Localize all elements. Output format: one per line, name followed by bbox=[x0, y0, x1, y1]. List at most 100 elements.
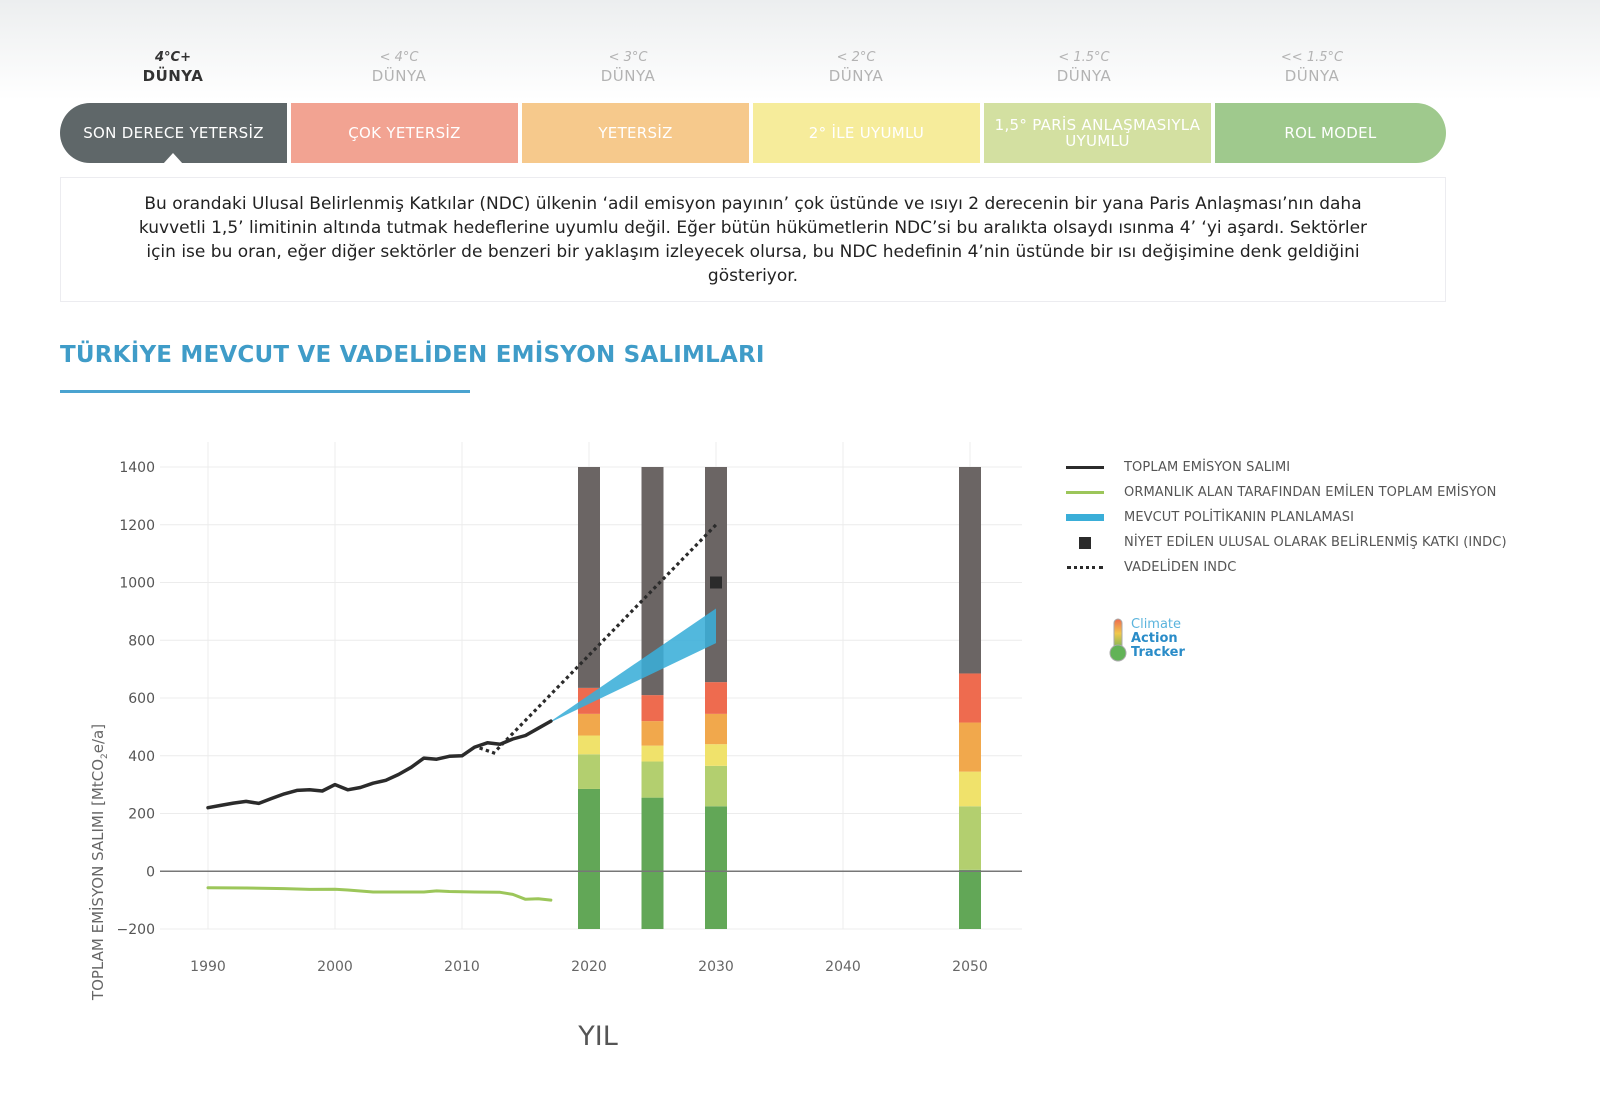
scale-temp: << 1.5°C bbox=[1280, 50, 1344, 65]
legend-band-swatch bbox=[1066, 513, 1104, 523]
scale-temp: < 2°C bbox=[836, 50, 876, 65]
chart-axes: 1990 2000 2010 2020 2030 2040 2050 −200 0 200 400 6… bbox=[117, 460, 988, 975]
scale-temp: 4°C+ bbox=[155, 50, 191, 65]
y-tick-label: 600 bbox=[128, 691, 155, 707]
logo-line: Tracker bbox=[1131, 645, 1185, 660]
rating-scale: SON DERECE YETERSİZ ÇOK YETERSİZ YETERSİ… bbox=[60, 103, 1446, 163]
bar-segment-insufficient bbox=[578, 713, 600, 736]
rating-insufficient[interactable]: YETERSİZ bbox=[522, 103, 749, 163]
rating-label: YETERSİZ bbox=[598, 124, 673, 142]
rating-role-model[interactable]: ROL MODEL bbox=[1215, 103, 1446, 163]
scale-world: DÜNYA bbox=[371, 67, 427, 85]
x-tick-label: 2020 bbox=[571, 959, 607, 975]
scale-label-1: < 4°C DÜNYA bbox=[286, 50, 512, 86]
indc-projection-line bbox=[479, 522, 719, 755]
current-policy-band bbox=[550, 608, 716, 723]
bar-segment-insufficient bbox=[705, 713, 727, 745]
legend-square-swatch bbox=[1066, 536, 1104, 549]
bar-segment-2-compatible bbox=[705, 744, 727, 766]
scale-world: DÜNYA bbox=[1056, 67, 1112, 85]
legend-dotted-swatch bbox=[1066, 563, 1104, 573]
legend-label: TOPLAM EMİSYON SALIMI bbox=[1124, 460, 1291, 475]
legend-item-total: TOPLAM EMİSYON SALIMI bbox=[1066, 455, 1507, 480]
bar-segment-extremely-insufficient bbox=[641, 467, 664, 696]
legend-label: NİYET EDİLEN ULUSAL OLARAK BELİRLENMİŞ K… bbox=[1124, 535, 1507, 550]
logo-line: Climate bbox=[1131, 617, 1182, 632]
bar-segment-role-model bbox=[578, 788, 600, 929]
x-axis-label: YIL bbox=[577, 1021, 618, 1052]
x-tick-label: 2040 bbox=[825, 959, 861, 975]
bar-segment-1-5-compatible bbox=[641, 761, 664, 798]
bar-segment-role-model bbox=[705, 806, 727, 929]
rating-label: ROL MODEL bbox=[1284, 124, 1377, 142]
bar-segment-role-model bbox=[959, 869, 981, 929]
section-title: TÜRKİYE MEVCUT VE VADELİDEN EMİSYON SALI… bbox=[60, 342, 765, 368]
legend-label: VADELİDEN INDC bbox=[1124, 560, 1237, 575]
legend-label: ORMANLIK ALAN TARAFINDAN EMİLEN TOPLAM E… bbox=[1124, 485, 1497, 500]
scale-label-5: << 1.5°C DÜNYA bbox=[1199, 50, 1425, 86]
rating-1-5c-paris-compatible[interactable]: 1,5° PARİS ANLAŞMASIYLA UYUMLU bbox=[984, 103, 1211, 163]
rating-label: 1,5° PARİS ANLAŞMASIYLA UYUMLU bbox=[994, 116, 1201, 150]
bar-segment-role-model bbox=[641, 797, 664, 929]
y-tick-label: 800 bbox=[128, 633, 155, 649]
bar-segment-2-compatible bbox=[578, 735, 600, 755]
y-tick-label: 200 bbox=[128, 807, 155, 823]
rating-bars bbox=[578, 467, 981, 929]
scale-world: DÜNYA bbox=[1284, 67, 1340, 85]
bar-segment-1-5-compatible bbox=[578, 754, 600, 789]
bar-segment-1-5-compatible bbox=[705, 765, 727, 807]
bar-segment-extremely-insufficient bbox=[705, 467, 727, 683]
scale-temp: < 1.5°C bbox=[1058, 50, 1110, 65]
thermometer-icon bbox=[1109, 618, 1127, 662]
emissions-chart: 1990 2000 2010 2020 2030 2040 2050 −200 0 200 400 6… bbox=[88, 442, 1022, 1052]
rating-extremely-insufficient[interactable]: SON DERECE YETERSİZ bbox=[60, 103, 287, 163]
chart-legend: TOPLAM EMİSYON SALIMI ORMANLIK ALAN TARA… bbox=[1066, 455, 1507, 580]
x-tick-label: 2030 bbox=[698, 959, 734, 975]
legend-item-current-policy: MEVCUT POLİTİKANIN PLANLAMASI bbox=[1066, 505, 1507, 530]
bar-segment-highly-insufficient bbox=[959, 673, 981, 723]
logo-line: Action bbox=[1131, 631, 1178, 646]
y-tick-label: 0 bbox=[146, 864, 155, 880]
logo-text: Climate Action Tracker bbox=[1131, 618, 1185, 660]
bar-segment-extremely-insufficient bbox=[959, 467, 981, 674]
rating-label: SON DERECE YETERSİZ bbox=[83, 124, 264, 142]
legend-line-swatch bbox=[1066, 488, 1104, 498]
bar-segment-1-5-compatible bbox=[959, 806, 981, 870]
y-tick-label: −200 bbox=[117, 922, 155, 938]
scale-label-4: < 1.5°C DÜNYA bbox=[971, 50, 1197, 86]
y-tick-label: 1000 bbox=[119, 576, 155, 592]
active-rating-pointer bbox=[163, 153, 183, 164]
indc-marker bbox=[710, 576, 722, 589]
bar-segment-insufficient bbox=[641, 721, 664, 746]
y-tick-label: 400 bbox=[128, 749, 155, 765]
bar-segment-2-compatible bbox=[959, 771, 981, 807]
rating-2c-compatible[interactable]: 2° İLE UYUMLU bbox=[753, 103, 980, 163]
legend-label: MEVCUT POLİTİKANIN PLANLAMASI bbox=[1124, 510, 1355, 525]
scale-label-3: < 2°C DÜNYA bbox=[743, 50, 969, 86]
scale-world: DÜNYA bbox=[828, 67, 884, 85]
y-tick-label: 1200 bbox=[119, 518, 155, 534]
bar-segment-highly-insufficient bbox=[705, 682, 727, 714]
y-tick-label: 1400 bbox=[119, 460, 155, 476]
legend-line-swatch bbox=[1066, 463, 1104, 473]
x-tick-label: 2000 bbox=[317, 959, 353, 975]
section-underline bbox=[60, 390, 470, 393]
rating-highly-insufficient[interactable]: ÇOK YETERSİZ bbox=[291, 103, 518, 163]
forest-absorption-line bbox=[206, 886, 553, 902]
temperature-scale-labels: 4°C+ DÜNYA < 4°C DÜNYA < 3°C DÜNYA < 2°C DÜN… bbox=[60, 50, 1446, 94]
header-background bbox=[0, 0, 1600, 100]
bar-segment-2-compatible bbox=[641, 745, 664, 762]
rating-description-box: Bu orandaki Ulusal Belirlenmiş Katkılar … bbox=[60, 177, 1446, 302]
bar-segment-insufficient bbox=[959, 722, 981, 772]
y-axis-label-sub: 2 bbox=[100, 753, 110, 759]
chart-series bbox=[206, 522, 722, 902]
rating-label: ÇOK YETERSİZ bbox=[348, 124, 461, 142]
climate-action-tracker-logo: Climate Action Tracker bbox=[1109, 618, 1185, 662]
x-tick-label: 1990 bbox=[190, 959, 226, 975]
x-tick-label: 2010 bbox=[444, 959, 480, 975]
legend-item-indc-projection: VADELİDEN INDC bbox=[1066, 555, 1507, 580]
scale-temp: < 4°C bbox=[379, 50, 419, 65]
rating-description: Bu orandaki Ulusal Belirlenmiş Katkılar … bbox=[138, 193, 1368, 286]
legend-item-forest: ORMANLIK ALAN TARAFINDAN EMİLEN TOPLAM E… bbox=[1066, 480, 1507, 505]
y-axis-label-main: TOPLAM EMİSYON SALIMI [MtCO bbox=[88, 759, 107, 1001]
